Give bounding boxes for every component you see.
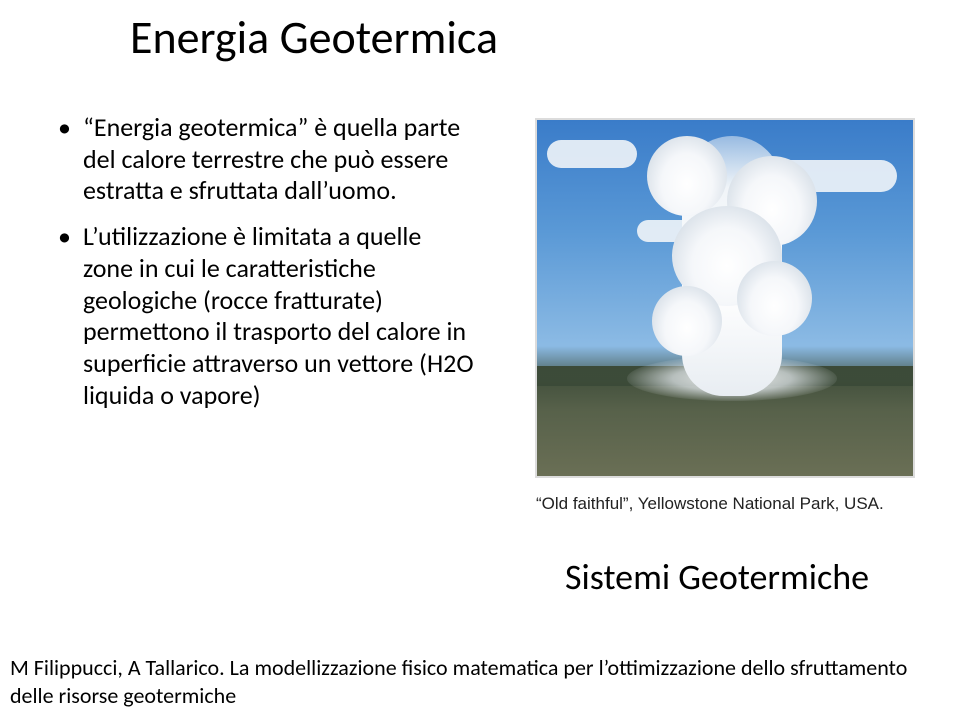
bullet-list: “Energia geotermica” è quella parte del … [55,112,475,425]
footer-text: M Filippucci, A Tallarico. La modellizza… [10,654,950,709]
image-caption: “Old faithful”, Yellowstone National Par… [536,494,884,514]
bullet-item: “Energia geotermica” è quella parte del … [55,112,475,207]
plume-cloud [652,286,722,356]
right-heading: Sistemi Geotermiche [565,555,869,599]
bullet-item: L’utilizzazione è limitata a quelle zone… [55,221,475,411]
geyser-image [535,118,915,478]
slide-title: Energia Geotermica [130,10,498,66]
plume-cloud [737,261,812,336]
cloud-icon [547,140,637,168]
slide: Energia Geotermica “Energia geotermica” … [0,0,960,719]
plume-cloud [647,136,727,216]
geyser-plume [657,126,807,396]
